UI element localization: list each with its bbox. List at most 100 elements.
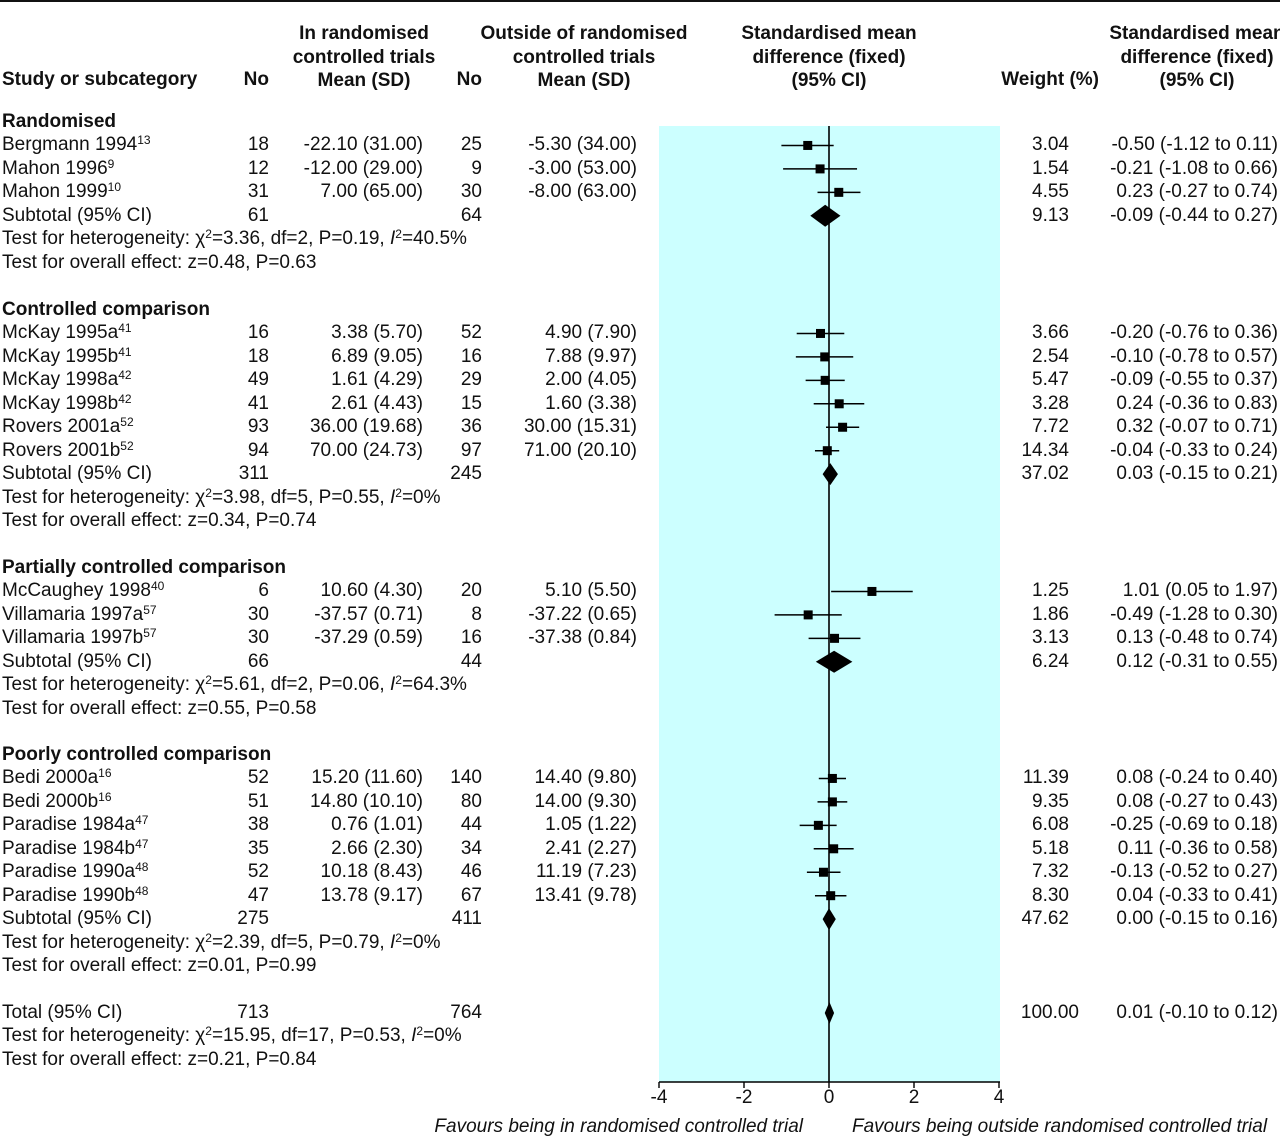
het-values: =15.95, df=17, P=0.53, — [211, 1025, 412, 1047]
het-prefix: Test for heterogeneity: — [2, 486, 196, 508]
study-n-outside: 46 — [460, 861, 482, 883]
subtotal-weight: 47.62 — [1021, 908, 1069, 930]
top-rule — [0, 0, 1280, 2]
heterogeneity-test: Test for heterogeneity: χ2=3.36, df=2, P… — [2, 228, 467, 250]
subtotal-diamond — [815, 650, 853, 673]
subtotal-label: Subtotal (95% CI) — [2, 204, 152, 226]
study-n-rct: 47 — [247, 884, 269, 906]
study-weight: 6.08 — [1032, 814, 1069, 836]
het-i-sup: 2 — [416, 1024, 424, 1039]
study-label: Bergmann 1994 — [2, 134, 138, 156]
study-point-square — [830, 633, 840, 643]
subtotal-weight: 6.24 — [1032, 650, 1069, 672]
study-weight: 5.18 — [1032, 837, 1069, 859]
favours-left-label: Favours being in randomised controlled t… — [434, 1116, 803, 1137]
study-mean-outside: -37.22 (0.65) — [528, 603, 637, 625]
study-n-outside: 15 — [460, 392, 482, 414]
group-title: Poorly controlled comparison — [2, 744, 272, 765]
study-reference: 47 — [135, 836, 149, 851]
study-name: Villamaria 1997b57 — [2, 627, 157, 649]
study-weight: 1.54 — [1032, 157, 1069, 179]
study-label: Rovers 2001a — [2, 416, 121, 438]
study-label: Bedi 2000a — [2, 767, 99, 789]
study-mean-outside: -37.38 (0.84) — [528, 627, 637, 649]
study-mean-outside: 14.00 (9.30) — [534, 790, 637, 812]
het-i-value: =40.5% — [401, 228, 467, 250]
study-point-square — [815, 164, 825, 174]
study-point-square — [803, 140, 813, 150]
study-mean-outside: 7.88 (9.97) — [545, 345, 637, 367]
study-smd-ci: 0.32 (-0.07 to 0.71) — [1116, 416, 1278, 438]
study-mean-rct: 36.00 (19.68) — [309, 416, 423, 438]
total-n-outside: 764 — [450, 1002, 482, 1023]
study-mean-outside: 4.90 (7.90) — [545, 322, 637, 344]
study-smd-ci: -0.09 (-0.55 to 0.37) — [1110, 369, 1278, 391]
study-smd-ci: -0.13 (-0.52 to 0.27) — [1110, 861, 1278, 883]
study-n-rct: 30 — [247, 603, 269, 625]
study-smd-ci: 0.08 (-0.24 to 0.40) — [1116, 767, 1278, 789]
study-reference: 16 — [98, 789, 112, 804]
study-label: Paradise 1984b — [2, 837, 136, 859]
het-chi: χ — [195, 1025, 206, 1047]
total-overall-effect-test: Test for overall effect: z=0.21, P=0.84 — [2, 1048, 317, 1070]
study-smd-ci: 1.01 (0.05 to 1.97) — [1122, 580, 1278, 602]
het-i-sup: 2 — [395, 485, 402, 500]
study-n-rct: 16 — [247, 322, 269, 344]
study-mean-outside: 2.41 (2.27) — [545, 837, 637, 859]
heterogeneity-test: Test for heterogeneity: χ2=3.98, df=5, P… — [2, 487, 441, 509]
study-point-square — [834, 187, 844, 197]
study-name: Mahon 199910 — [2, 181, 121, 203]
study-smd-ci: 0.23 (-0.27 to 0.74) — [1116, 181, 1278, 203]
study-n-outside: 29 — [460, 369, 482, 391]
study-n-outside: 67 — [460, 884, 482, 906]
study-n-rct: 35 — [247, 837, 269, 859]
study-weight: 3.13 — [1032, 627, 1069, 649]
study-mean-rct: 1.61 (4.29) — [331, 369, 423, 391]
het-i-sup: 2 — [395, 673, 402, 688]
study-n-outside: 9 — [471, 157, 482, 179]
study-smd-ci: -0.25 (-0.69 to 0.18) — [1110, 814, 1278, 836]
study-weight: 3.04 — [1032, 134, 1069, 156]
study-name: Paradise 1984b47 — [2, 838, 148, 860]
study-point-square — [820, 375, 830, 385]
subtotal-label: Subtotal (95% CI) — [2, 908, 152, 930]
subtotal-diamond — [822, 463, 838, 486]
het-values: =2.39, df=5, P=0.79, — [211, 931, 390, 953]
subtotal-n-outside: 44 — [460, 650, 482, 672]
study-n-rct: 38 — [247, 814, 269, 836]
study-label: Paradise 1984a — [2, 814, 136, 836]
study-name: Bedi 2000b16 — [2, 791, 112, 813]
group-title: Partially controlled comparison — [2, 557, 287, 578]
het-chi: χ — [195, 931, 206, 953]
study-point-square — [818, 867, 828, 877]
study-weight: 7.32 — [1032, 861, 1069, 883]
study-point-square — [838, 422, 848, 432]
study-n-outside: 20 — [460, 580, 482, 602]
study-mean-rct: 15.20 (11.60) — [311, 767, 423, 789]
het-i-sup: 2 — [395, 930, 402, 945]
subtotal-n-rct: 66 — [247, 650, 269, 672]
study-point-square — [829, 844, 839, 854]
study-mean-outside: 30.00 (15.31) — [523, 416, 637, 438]
study-reference: 9 — [107, 156, 115, 171]
study-point-square — [813, 820, 823, 830]
study-weight: 3.28 — [1032, 392, 1069, 414]
study-smd-ci: 0.24 (-0.36 to 0.83) — [1116, 392, 1278, 414]
study-mean-outside: -3.00 (53.00) — [528, 157, 637, 179]
het-chi: χ — [195, 486, 206, 508]
study-label: Paradise 1990a — [2, 861, 136, 883]
heterogeneity-test: Test for heterogeneity: χ2=5.61, df=2, P… — [2, 674, 467, 696]
study-name: McKay 1998b42 — [2, 393, 132, 415]
study-label: Rovers 2001b — [2, 439, 121, 461]
study-point-square — [834, 399, 844, 409]
study-name: Paradise 1990a48 — [2, 861, 148, 883]
study-label: Bedi 2000b — [2, 790, 99, 812]
study-n-outside: 25 — [460, 134, 482, 156]
het-chi-sup: 2 — [205, 930, 212, 945]
study-n-rct: 49 — [247, 369, 269, 391]
study-n-outside: 140 — [450, 767, 482, 789]
study-weight: 4.55 — [1032, 181, 1069, 203]
study-mean-outside: -8.00 (63.00) — [528, 181, 637, 203]
study-weight: 1.86 — [1032, 603, 1069, 625]
subtotal-smd-ci: 0.00 (-0.15 to 0.16) — [1116, 908, 1278, 930]
